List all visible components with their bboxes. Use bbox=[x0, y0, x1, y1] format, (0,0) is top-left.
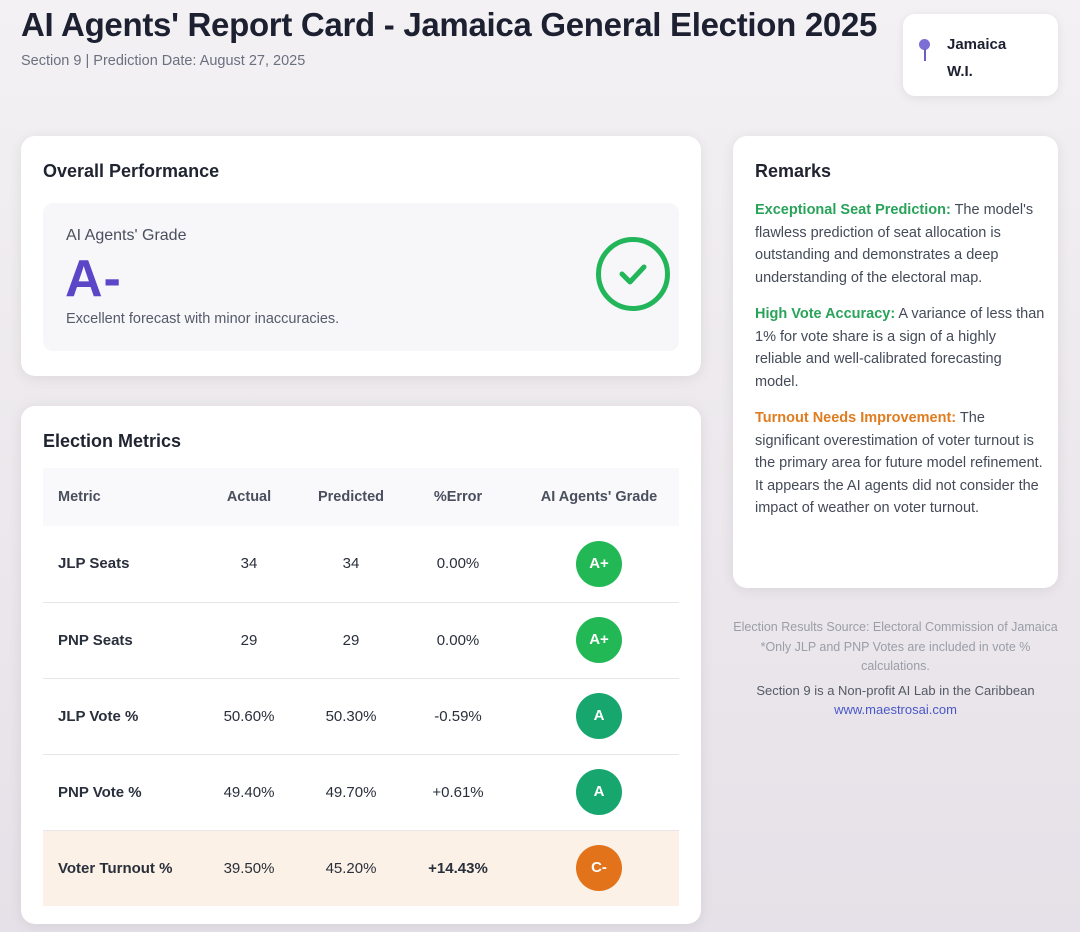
location-region: W.I. bbox=[947, 63, 973, 80]
remarks-body: Exceptional Seat Prediction: The model's… bbox=[755, 199, 1045, 534]
check-circle-icon bbox=[596, 237, 670, 311]
actual-value: 49.40% bbox=[193, 754, 305, 831]
election-metrics-title: Election Metrics bbox=[43, 431, 182, 451]
overall-grade: A- bbox=[65, 250, 122, 308]
remark-item: High Vote Accuracy: A variance of less t… bbox=[755, 303, 1045, 393]
error-value: -0.59% bbox=[397, 678, 519, 755]
remark-text: The model's flawless prediction of seat … bbox=[755, 202, 1034, 286]
location-text: Jamaica W.I. bbox=[947, 31, 1006, 85]
location-card: Jamaica W.I. bbox=[903, 14, 1058, 96]
grade-badge: A+ bbox=[576, 540, 622, 587]
metric-name: PNP Seats bbox=[43, 602, 193, 679]
grade-cell: C- bbox=[519, 830, 679, 906]
actual-value: 50.60% bbox=[193, 678, 305, 755]
remark-item: Turnout Needs Improvement: The significa… bbox=[755, 407, 1045, 520]
column-header-error: %Error bbox=[397, 468, 519, 526]
column-header-grade: AI Agents' Grade bbox=[519, 468, 679, 526]
page-title: AI Agents' Report Card - Jamaica General… bbox=[21, 6, 878, 43]
grade-badge: C- bbox=[576, 845, 622, 892]
map-pin-icon bbox=[919, 39, 931, 65]
remark-lead: High Vote Accuracy: bbox=[755, 306, 896, 322]
actual-value: 34 bbox=[193, 526, 305, 603]
metric-name: JLP Vote % bbox=[43, 678, 193, 755]
error-value: 0.00% bbox=[397, 526, 519, 603]
footer: Election Results Source: Electoral Commi… bbox=[733, 618, 1058, 720]
grade-label: AI Agents' Grade bbox=[66, 227, 187, 244]
column-header-metric: Metric bbox=[43, 468, 193, 526]
column-header-actual: Actual bbox=[193, 468, 305, 526]
error-value: +14.43% bbox=[397, 830, 519, 906]
table-row: Voter Turnout % 39.50% 45.20% +14.43% C- bbox=[43, 830, 679, 906]
remark-item: Exceptional Seat Prediction: The model's… bbox=[755, 199, 1045, 289]
predicted-value: 50.30% bbox=[305, 678, 397, 755]
overall-performance-card: Overall Performance AI Agents' Grade A- … bbox=[21, 136, 701, 376]
actual-value: 39.50% bbox=[193, 830, 305, 906]
page-header: AI Agents' Report Card - Jamaica General… bbox=[21, 6, 881, 69]
error-value: 0.00% bbox=[397, 602, 519, 679]
table-row: JLP Seats 34 34 0.00% A+ bbox=[43, 526, 679, 603]
predicted-value: 49.70% bbox=[305, 754, 397, 831]
location-country: Jamaica bbox=[947, 36, 1007, 53]
website-link[interactable]: www.maestrosai.com bbox=[834, 702, 957, 717]
metrics-table: Metric Actual Predicted %Error AI Agents… bbox=[43, 468, 679, 906]
org-description: Section 9 is a Non-profit AI Lab in the … bbox=[756, 682, 1035, 698]
column-header-predicted: Predicted bbox=[305, 468, 397, 526]
grade-cell: A+ bbox=[519, 602, 679, 679]
grade-description: Excellent forecast with minor inaccuraci… bbox=[66, 311, 340, 327]
metric-name: Voter Turnout % bbox=[43, 830, 193, 906]
grade-box: AI Agents' Grade A- Excellent forecast w… bbox=[43, 203, 679, 351]
actual-value: 29 bbox=[193, 602, 305, 679]
grade-badge: A bbox=[576, 769, 622, 815]
page-subtitle: Section 9 | Prediction Date: August 27, … bbox=[21, 53, 306, 69]
predicted-value: 45.20% bbox=[305, 830, 397, 906]
table-row: PNP Vote % 49.40% 49.70% +0.61% A bbox=[43, 754, 679, 831]
remarks-card: Remarks Exceptional Seat Prediction: The… bbox=[733, 136, 1058, 588]
grade-cell: A bbox=[519, 754, 679, 831]
table-header-row: Metric Actual Predicted %Error AI Agents… bbox=[43, 468, 679, 526]
predicted-value: 29 bbox=[305, 602, 397, 679]
overall-performance-title: Overall Performance bbox=[43, 161, 220, 181]
table-row: PNP Seats 29 29 0.00% A+ bbox=[43, 602, 679, 679]
remark-text: The significant overestimation of voter … bbox=[755, 410, 1043, 516]
table-row: JLP Vote % 50.60% 50.30% -0.59% A bbox=[43, 678, 679, 755]
metric-name: PNP Vote % bbox=[43, 754, 193, 831]
remark-lead: Exceptional Seat Prediction: bbox=[755, 202, 951, 218]
metric-name: JLP Seats bbox=[43, 526, 193, 603]
remark-lead: Turnout Needs Improvement: bbox=[755, 410, 957, 426]
remarks-title: Remarks bbox=[755, 161, 832, 181]
remark-text: A variance of less than 1% for vote shar… bbox=[755, 306, 1045, 390]
grade-badge: A bbox=[576, 693, 622, 739]
grade-cell: A bbox=[519, 678, 679, 755]
election-metrics-card: Election Metrics Metric Actual Predicted… bbox=[21, 406, 701, 924]
error-value: +0.61% bbox=[397, 754, 519, 831]
grade-badge: A+ bbox=[576, 617, 622, 663]
predicted-value: 34 bbox=[305, 526, 397, 603]
source-note: Election Results Source: Electoral Commi… bbox=[733, 620, 1058, 634]
vote-note: *Only JLP and PNP Votes are included in … bbox=[760, 639, 1031, 674]
grade-cell: A+ bbox=[519, 526, 679, 603]
